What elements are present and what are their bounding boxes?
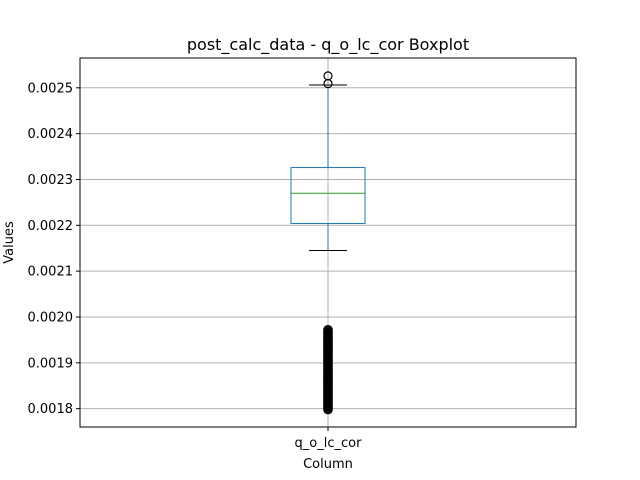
x-axis-label: Column bbox=[303, 457, 353, 472]
x-axis: q_o_lc_cor bbox=[295, 427, 363, 451]
y-axis: 0.0018 0.0019 0.0020 0.0021 0.0022 0.0023 0.00… bbox=[28, 81, 80, 417]
outlier-point bbox=[323, 325, 333, 335]
y-tick-label: 0.0025 bbox=[28, 81, 74, 96]
x-tick-label: q_o_lc_cor bbox=[295, 436, 363, 451]
y-tick-label: 0.0018 bbox=[28, 402, 74, 417]
y-tick-label: 0.0019 bbox=[28, 356, 74, 371]
iqr-box bbox=[290, 167, 366, 224]
plot-elements bbox=[290, 71, 366, 415]
y-axis-label: Values bbox=[2, 221, 17, 264]
chart-title: post_calc_data - q_o_lc_cor Boxplot bbox=[187, 35, 469, 55]
y-tick-label: 0.0020 bbox=[28, 310, 74, 325]
outlier-point bbox=[323, 79, 333, 89]
y-tick-label: 0.0022 bbox=[28, 219, 74, 234]
y-tick-label: 0.0023 bbox=[28, 173, 74, 188]
y-tick-label: 0.0021 bbox=[28, 265, 74, 280]
y-tick-label: 0.0024 bbox=[28, 127, 74, 142]
